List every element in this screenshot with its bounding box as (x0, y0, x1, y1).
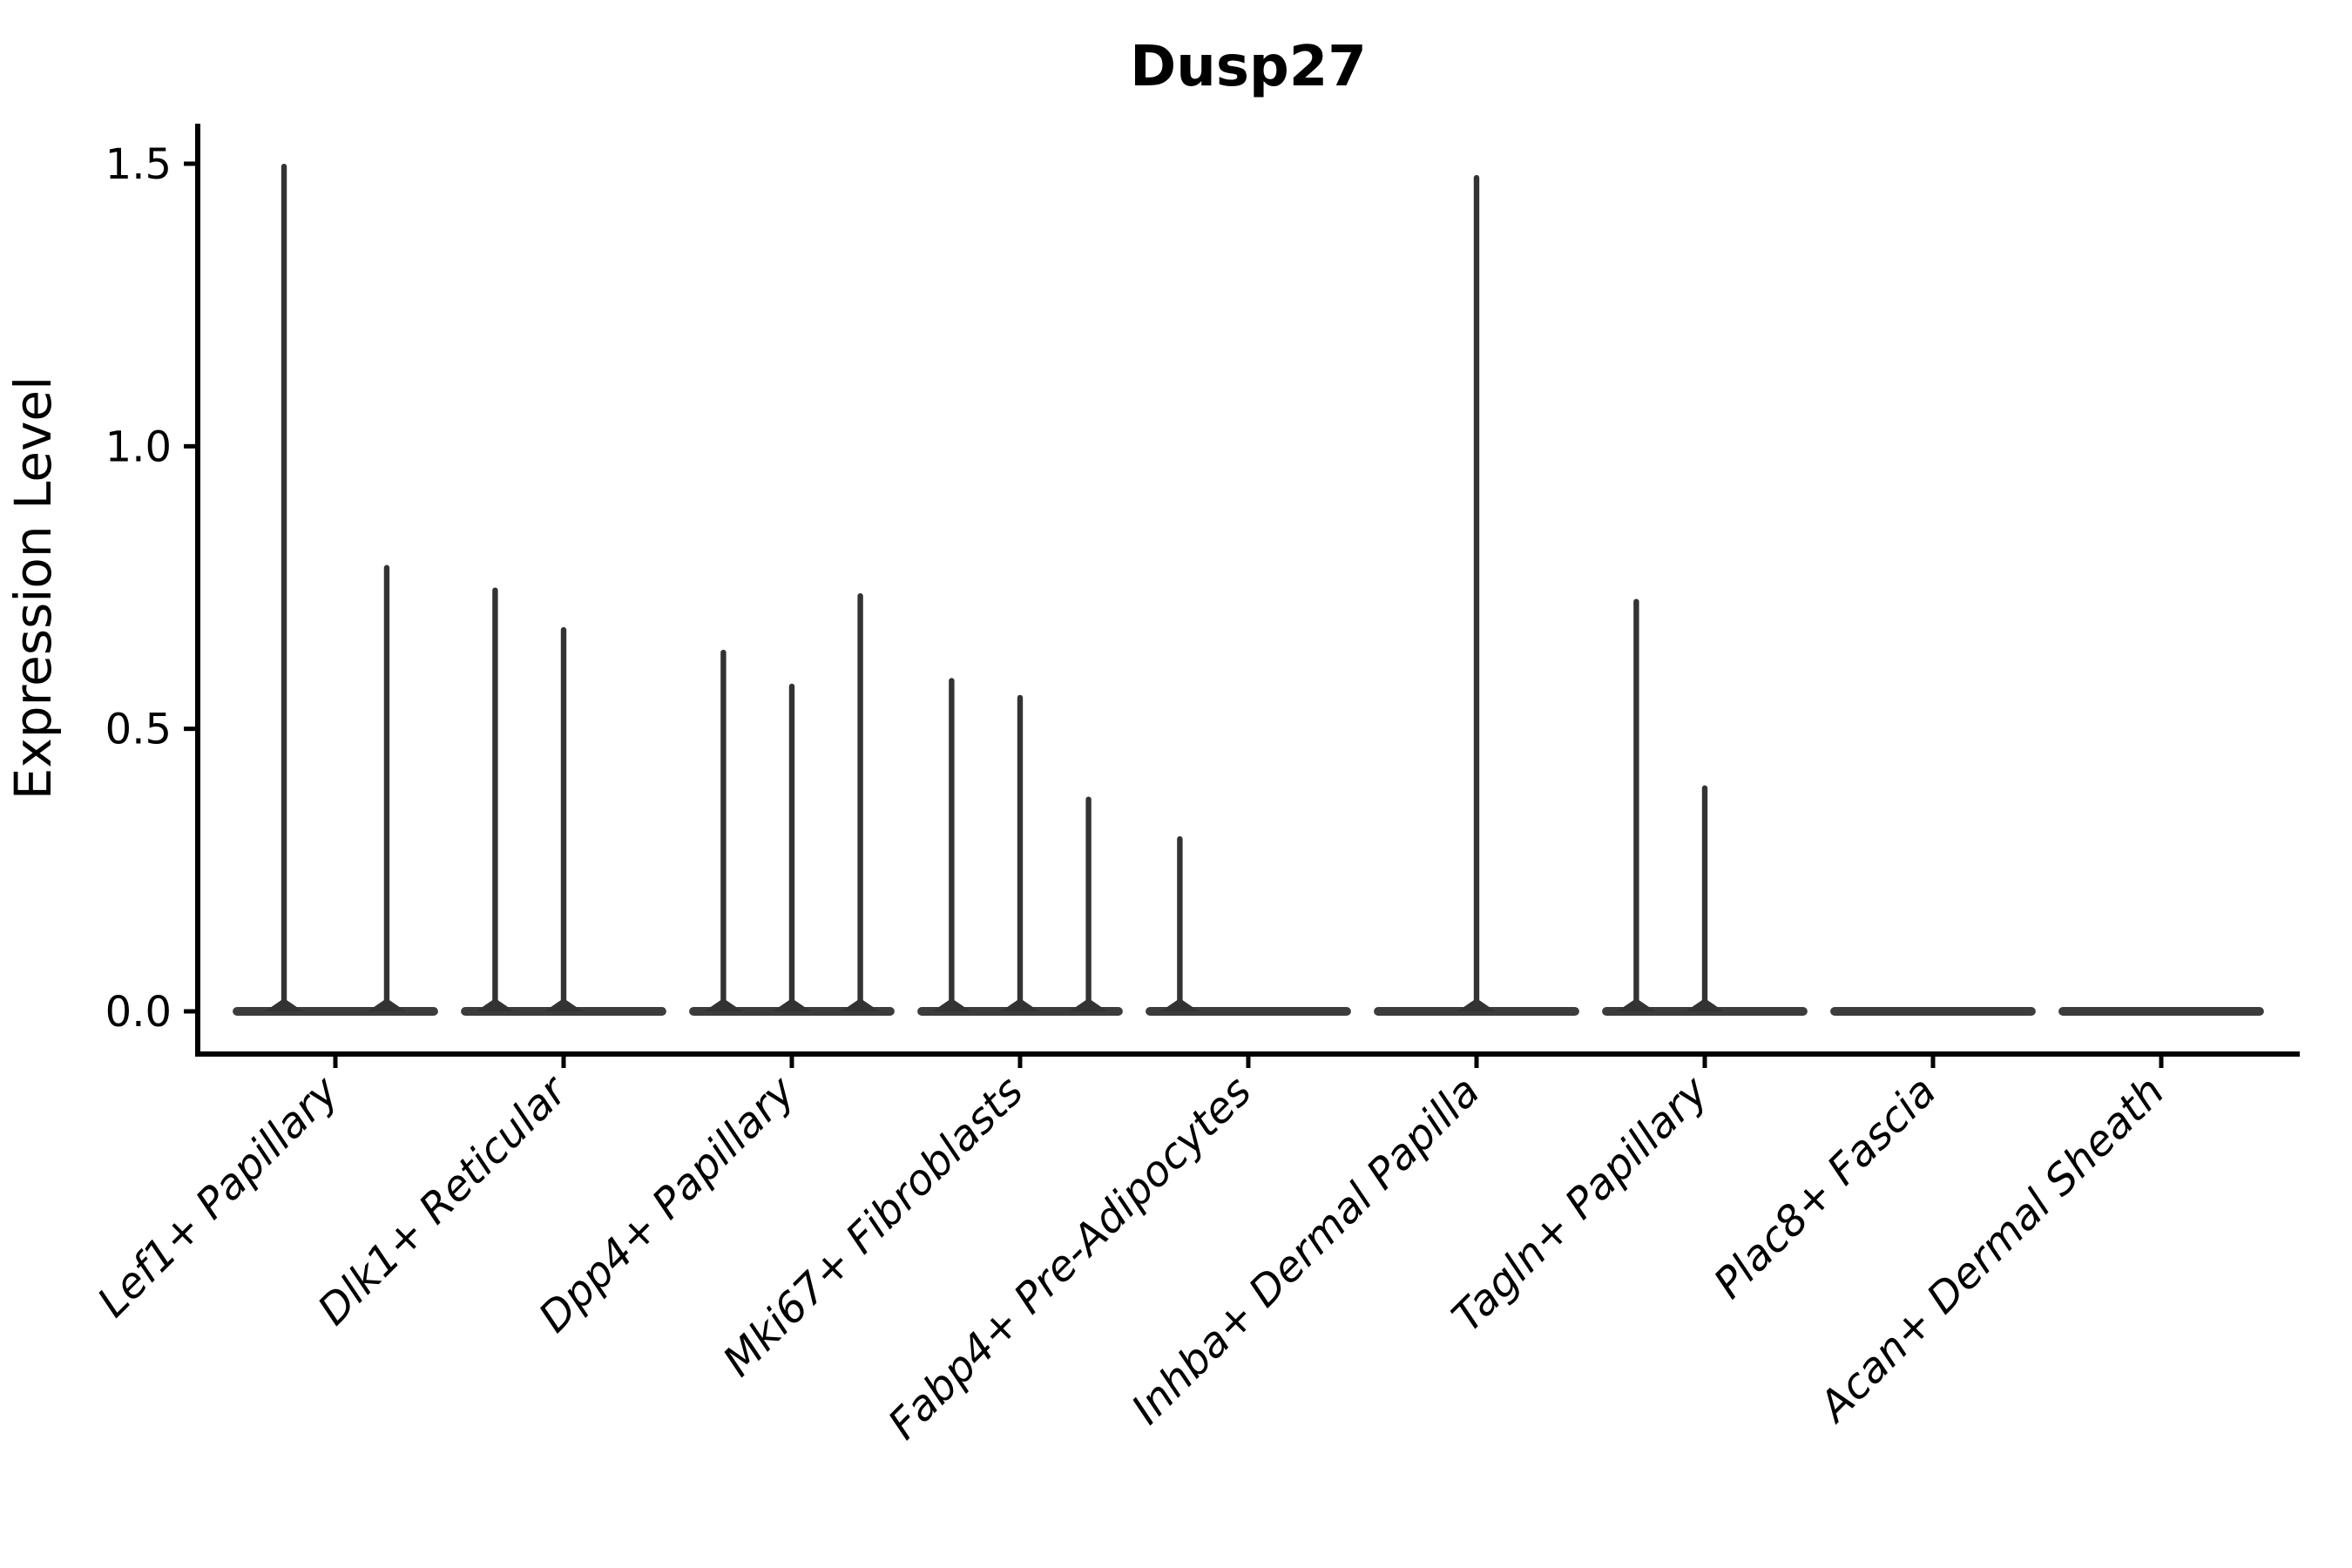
violin-spike (492, 587, 498, 1011)
x-tick-label: Dlk1+ Reticular (308, 1065, 578, 1335)
violin-spike (280, 163, 287, 1011)
violin-spike (383, 564, 390, 1011)
chart-title: Dusp27 (1130, 35, 1367, 99)
x-tick-label: Fabp4+ Pre-Adipocytes (879, 1067, 1261, 1450)
y-tick-label: 0.0 (105, 988, 172, 1037)
violin-baseline (1146, 1007, 1351, 1016)
y-tick-label: 0.5 (105, 706, 172, 754)
axis-spine (195, 124, 2300, 1057)
violin-spike (1633, 598, 1639, 1011)
violin-baseline (233, 1007, 438, 1016)
x-tick-label: Plac8+ Fascia (1705, 1067, 1946, 1308)
violin-spike (1473, 174, 1480, 1011)
violin-spike (949, 678, 955, 1011)
violin-spike (1701, 785, 1708, 1011)
violin-spike (560, 626, 567, 1011)
violin-spike (1085, 796, 1092, 1011)
violin-spike (1017, 694, 1024, 1011)
y-axis-label: Expression Level (3, 376, 63, 800)
violin-baseline (2058, 1007, 2264, 1016)
x-tick-label: Tagln+ Papillary (1443, 1066, 1718, 1342)
x-tick-label: Lef1+ Papillary (88, 1066, 348, 1327)
violin-spike (1177, 835, 1183, 1011)
violin-spike (788, 683, 795, 1011)
violin-spike (857, 592, 863, 1011)
violin-spike (720, 649, 727, 1011)
y-tick-label: 1.0 (105, 422, 172, 471)
violin-baseline (1830, 1007, 2036, 1016)
y-tick-label: 1.5 (105, 140, 172, 189)
